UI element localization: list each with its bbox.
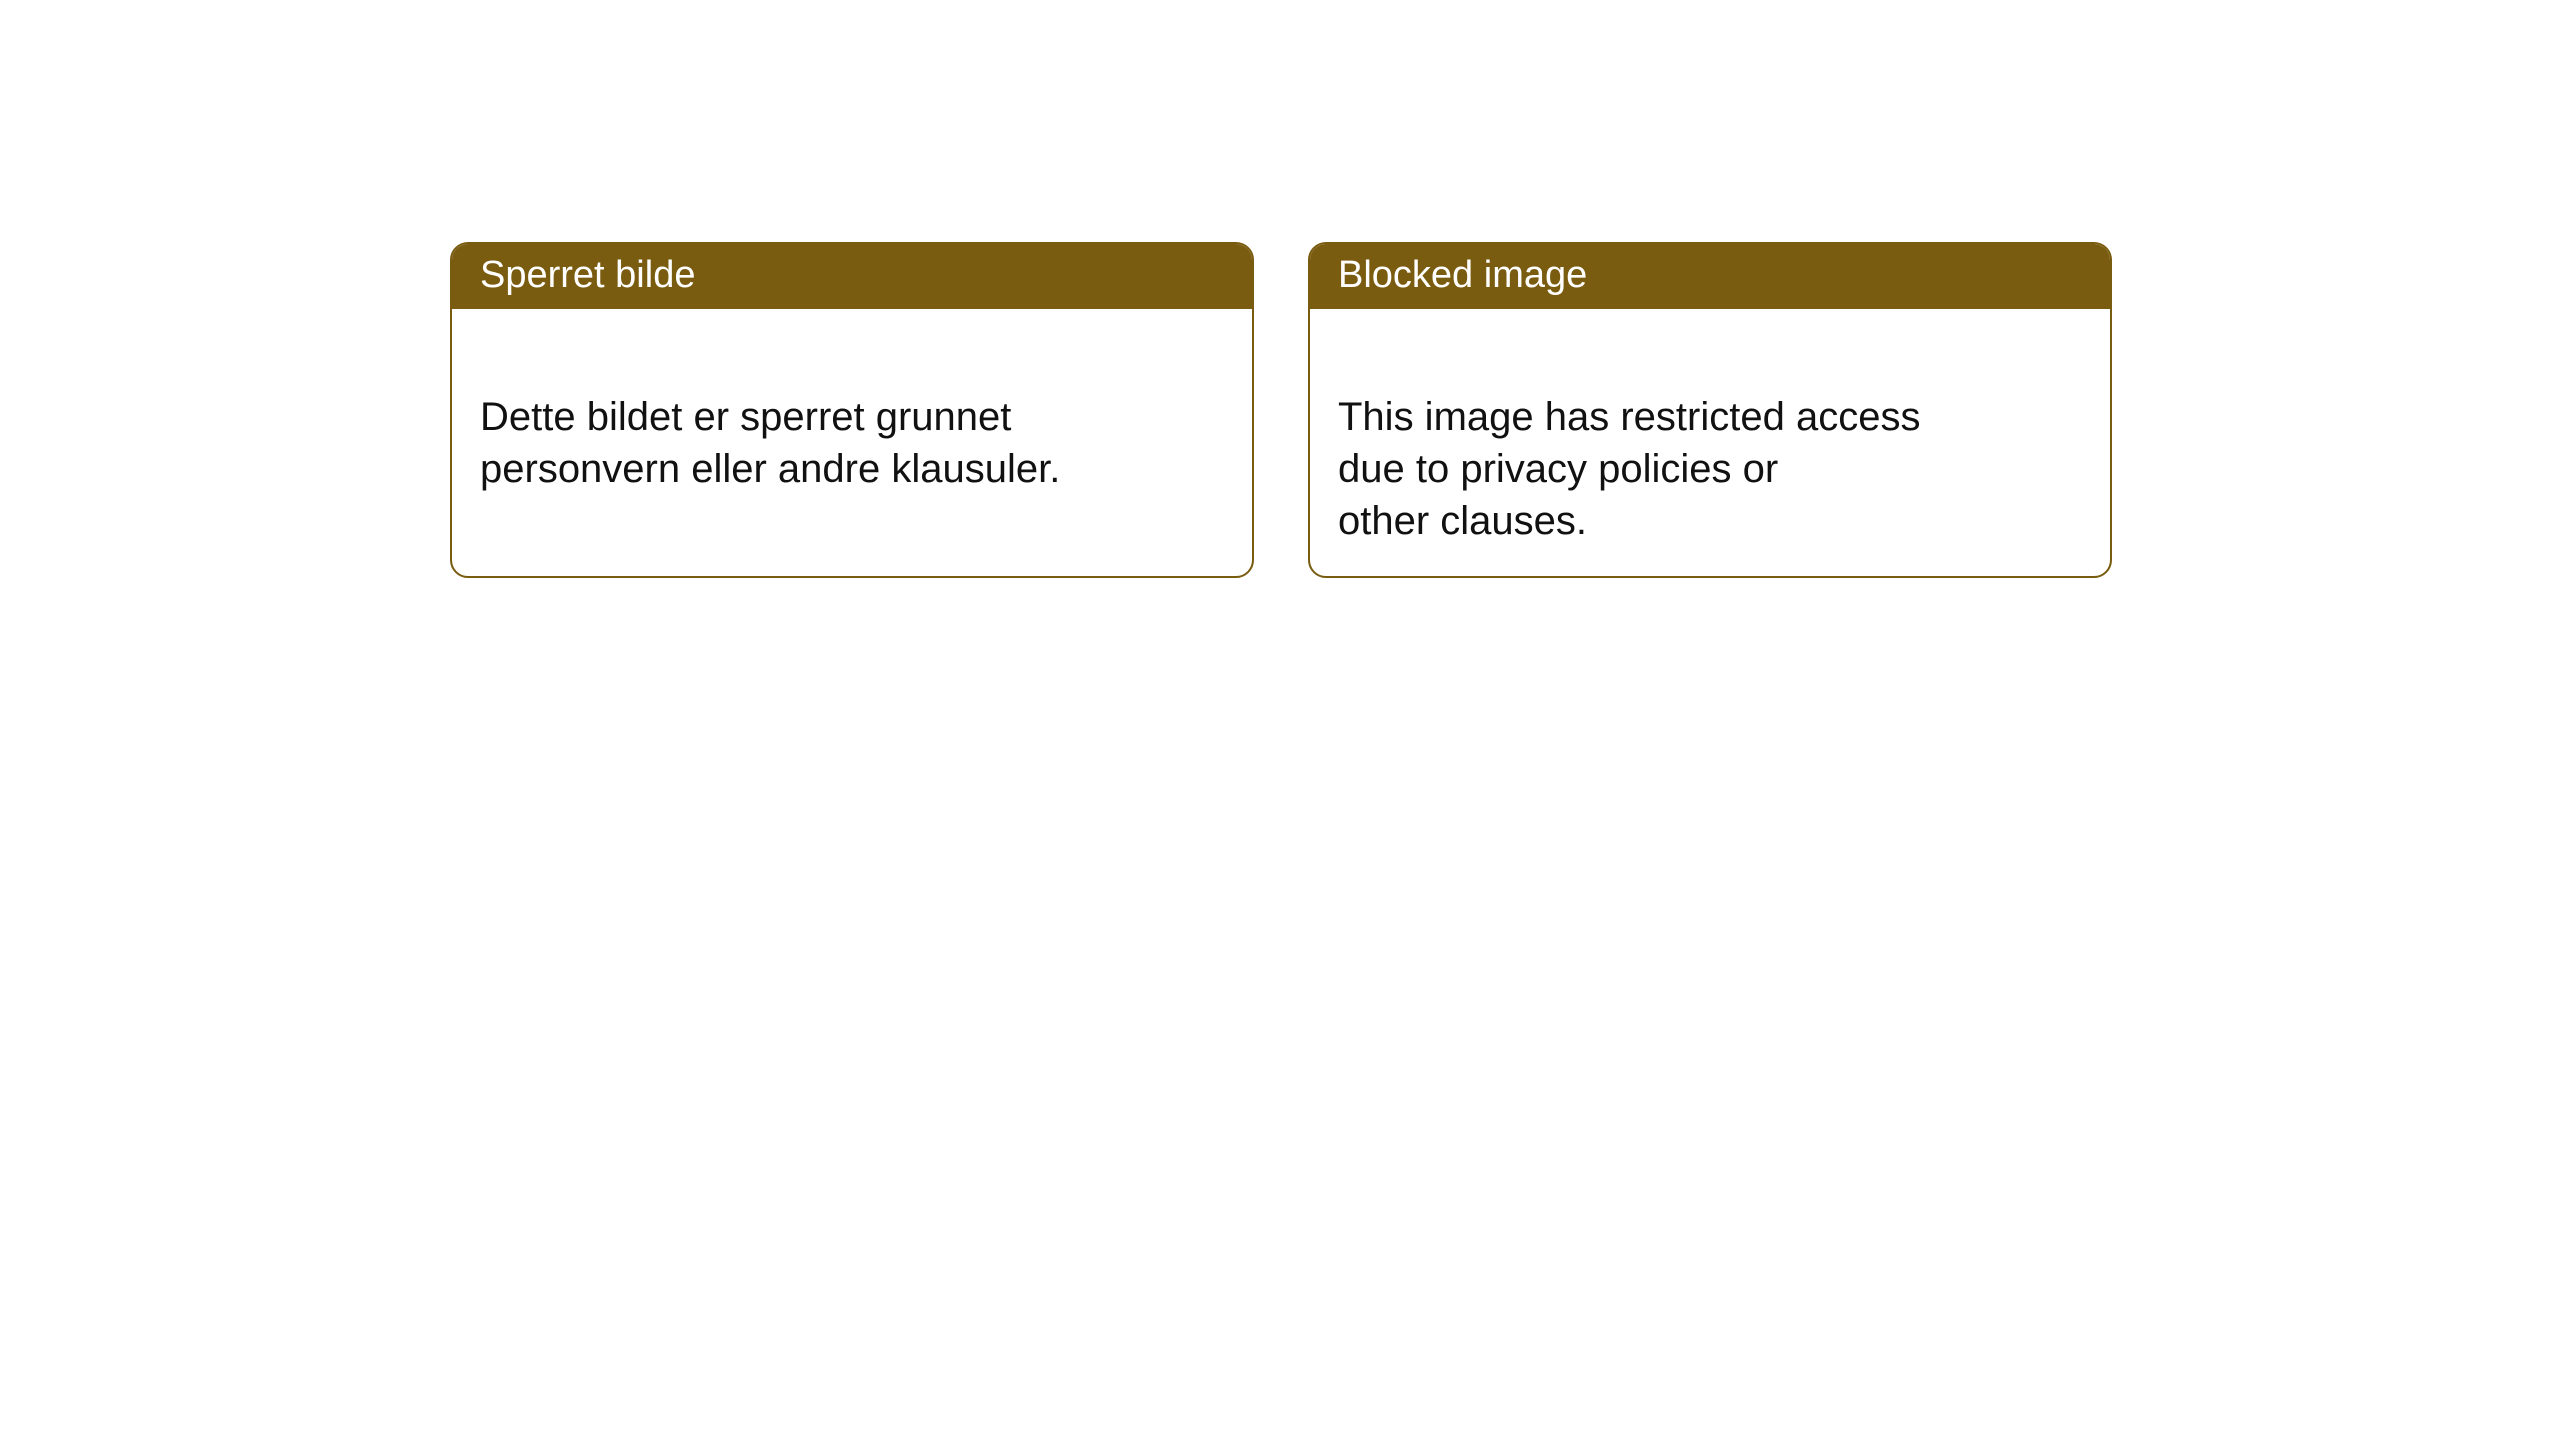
notice-card-english: Blocked image This image has restricted … <box>1308 242 2112 578</box>
notice-container: Sperret bilde Dette bildet er sperret gr… <box>0 0 2560 578</box>
card-header: Blocked image <box>1310 244 2110 309</box>
card-header: Sperret bilde <box>452 244 1252 309</box>
card-body: This image has restricted access due to … <box>1310 309 2110 577</box>
card-title: Blocked image <box>1338 254 1587 296</box>
notice-card-norwegian: Sperret bilde Dette bildet er sperret gr… <box>450 242 1254 578</box>
card-title: Sperret bilde <box>480 254 695 296</box>
card-body-text: Dette bildet er sperret grunnet personve… <box>480 395 1060 491</box>
card-body: Dette bildet er sperret grunnet personve… <box>452 309 1252 525</box>
card-body-text: This image has restricted access due to … <box>1338 395 1920 543</box>
